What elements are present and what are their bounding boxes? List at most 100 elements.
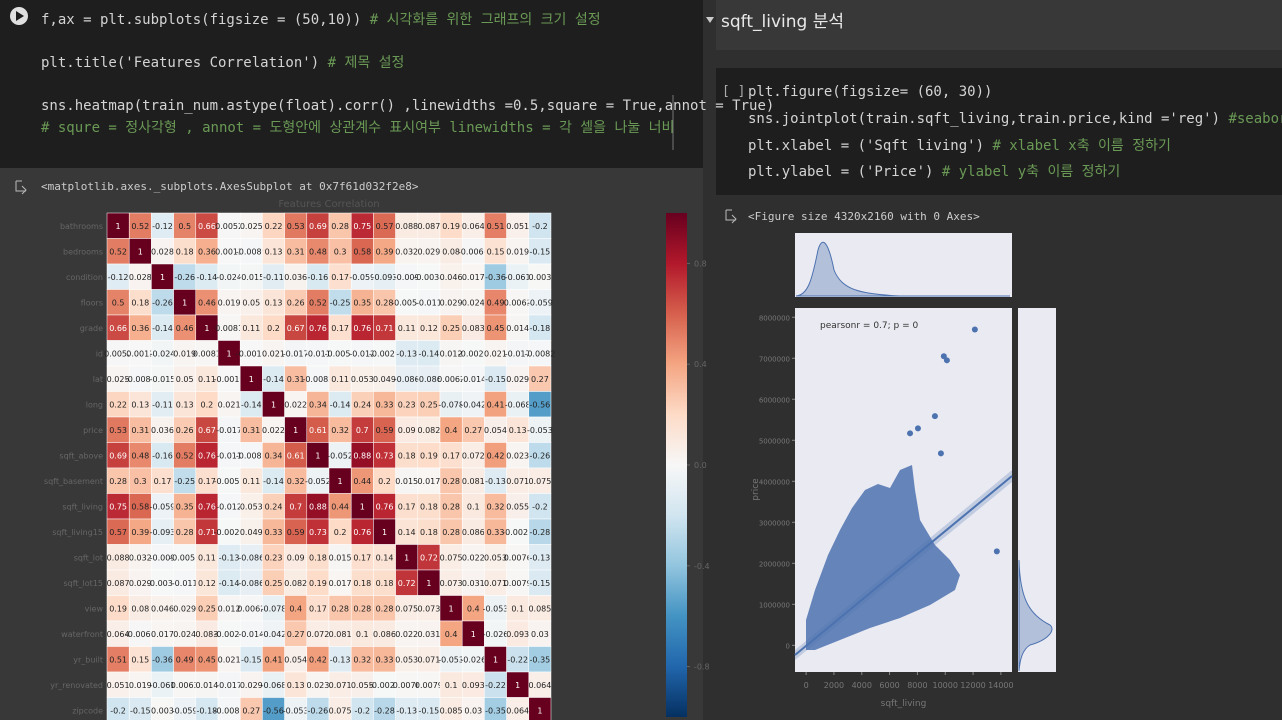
row-label: sqft_above [59, 451, 103, 460]
cell-label: -0.13 [396, 349, 417, 358]
code-line: sns.jointplot(train.sqft_living,train.pr… [748, 111, 1282, 127]
cell-label: -0.14 [241, 400, 262, 409]
cell-label: 0.39 [131, 528, 149, 537]
cell-label: -0.053 [483, 604, 509, 613]
cell-label: 0.13 [265, 247, 283, 256]
cell-label: 0.17 [398, 502, 416, 511]
cell-label: -0.053 [527, 426, 553, 435]
cell-label: 0.0062 [437, 375, 465, 384]
cell-label: 0.13 [265, 298, 283, 307]
cell-label: 0.2 [334, 528, 347, 537]
cell-label: 0.075 [395, 604, 418, 613]
cell-label: 0.31 [242, 426, 260, 435]
cell-label: 1 [360, 502, 365, 511]
cell-label: 0.41 [487, 400, 505, 409]
cell-label: 0.42 [487, 451, 505, 460]
cell-label: 0.0076 [504, 553, 532, 562]
cell-label: 0.072 [462, 451, 485, 460]
row-label: bathrooms [60, 222, 103, 231]
cell-label: 0.0013 [126, 349, 154, 358]
code-line: # squre = 정사각형 , annot = 도형안에 상관계수 표시여부 … [41, 120, 674, 136]
cell-label: 0.019 [218, 298, 241, 307]
cell-label: 0.28 [442, 477, 460, 486]
cell-label: 0.1 [467, 502, 480, 511]
x-tick-label: 6000 [879, 681, 899, 690]
cell-label: 0.086 [462, 528, 485, 537]
cell-label: -0.014 [460, 375, 486, 384]
cell-label: 0.35 [176, 502, 194, 511]
cell-label: -0.053 [283, 706, 309, 715]
cell-label: 0.25 [265, 579, 283, 588]
cell-label: -0.078 [261, 604, 287, 613]
cell-label: 0.017 [151, 630, 174, 639]
cell-label: 1 [404, 553, 409, 562]
row-label: sqft_living15 [52, 528, 103, 537]
x-tick-label: 10000 [933, 681, 958, 690]
cell-label: 0.4 [289, 604, 302, 613]
colorbar-tick-label: 0.8 [694, 259, 707, 268]
cell-label: 0.18 [353, 579, 371, 588]
colorbar-tick-label: 0.0 [694, 461, 707, 470]
cell-label: 0.22 [109, 400, 127, 409]
x-tick-label: 4000 [852, 681, 872, 690]
cell-label: 0.021 [218, 400, 241, 409]
cell-label: -0.017 [216, 426, 242, 435]
kde-top [795, 241, 1010, 297]
cell-label: 0.088 [395, 222, 418, 231]
cell-label: -0.093 [150, 528, 176, 537]
cell-label: -0.0027 [502, 528, 533, 537]
row-label: sqft_living [62, 502, 103, 511]
cell-label: 0.58 [131, 502, 149, 511]
cell-label: -0.2 [532, 222, 548, 231]
cell-label: 0.49 [487, 298, 505, 307]
cell-label: 0.036 [151, 426, 174, 435]
cell-label: -0.0019 [236, 349, 267, 358]
cell-label: 0.28 [353, 604, 371, 613]
cell-label: 0.61 [287, 451, 305, 460]
collapse-icon[interactable] [706, 17, 714, 23]
cell-label: -0.011 [172, 579, 198, 588]
cell-label: -0.15 [530, 247, 551, 256]
cell-label: 0.071 [506, 477, 529, 486]
cell-label: 0.48 [131, 451, 149, 460]
row-label: yr_renovated [50, 681, 103, 690]
code-line: plt.xlabel = ('Sqft living') # xlabel x축… [748, 138, 1171, 154]
cell-label: 0.11 [398, 324, 416, 333]
cell-label: 0.32 [353, 655, 371, 664]
cell-label: 0.09 [287, 553, 305, 562]
scatter-point [907, 430, 914, 437]
cell-label: 0.88 [353, 451, 371, 460]
colorbar-tick-label: -0.8 [694, 663, 710, 672]
cell-label: 0.081 [462, 477, 485, 486]
cell-label: 0.046 [440, 273, 463, 282]
cell-label: -0.15 [530, 579, 551, 588]
cell-label: 0.52 [109, 247, 127, 256]
cell-label: 0.76 [309, 324, 327, 333]
cell-label: 0.71 [198, 528, 216, 537]
cell-label: 1 [338, 477, 343, 486]
cell-label: 0.046 [151, 604, 174, 613]
cell-label: 0.44 [331, 502, 349, 511]
cell-label: 0.071 [329, 681, 352, 690]
y-tick-label: 4000000 [759, 478, 790, 486]
cell-label: -0.25 [174, 477, 195, 486]
cell-label: 0.083 [462, 324, 485, 333]
code-text: plt.figure(figsize= (60, 30)) [748, 84, 992, 100]
cell-label: 0.23 [265, 553, 283, 562]
cell-label: 0.022 [262, 426, 285, 435]
cell-label: 0.049 [373, 375, 396, 384]
cell-label: 0.32 [331, 426, 349, 435]
cell-label: 0.23 [398, 400, 416, 409]
cell-label: -0.2 [354, 706, 370, 715]
cell-label: 0.053 [351, 375, 374, 384]
cell-label: 0.76 [376, 502, 394, 511]
cell-label: 0.019 [129, 681, 152, 690]
cell-label: 0.1 [511, 604, 524, 613]
cell-label: 0.33 [376, 400, 394, 409]
cell-label: 0.032 [129, 553, 152, 562]
cell-label: -0.15 [485, 375, 506, 384]
cell-label: 0.18 [398, 451, 416, 460]
cell-label: 0.52 [131, 222, 149, 231]
cell-label: 1 [515, 681, 520, 690]
cell-label: 0.25 [442, 324, 460, 333]
